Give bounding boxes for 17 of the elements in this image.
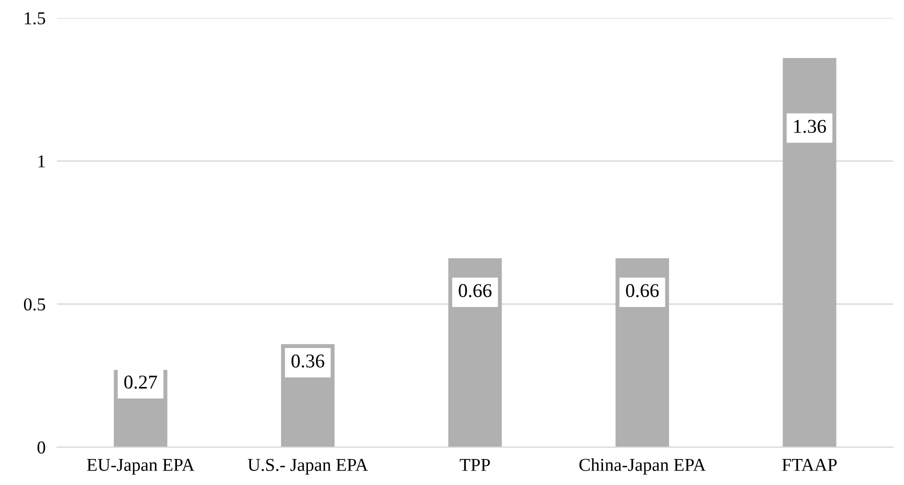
y-tick-label: 0 (38, 441, 46, 454)
x-tick-label: FTAAP (782, 458, 837, 471)
bar (448, 258, 502, 448)
data-label: 1.36 (794, 120, 826, 134)
data-label: 0.66 (458, 284, 492, 298)
bar (782, 58, 836, 448)
y-tick-label: 1 (38, 155, 45, 168)
y-tick-label: 1.5 (24, 12, 46, 24)
y-tick-label: 0.5 (24, 298, 46, 311)
x-tick-label: China-Japan EPA (579, 458, 706, 475)
data-label: 0.27 (124, 376, 158, 389)
bar (616, 258, 670, 448)
x-tick-label: U.S.- Japan EPA (248, 458, 368, 475)
data-label: 0.66 (626, 284, 659, 298)
x-tick-label: EU-Japan EPA (87, 458, 195, 475)
data-label: 0.36 (292, 354, 324, 368)
x-tick-label: TPP (460, 458, 490, 471)
